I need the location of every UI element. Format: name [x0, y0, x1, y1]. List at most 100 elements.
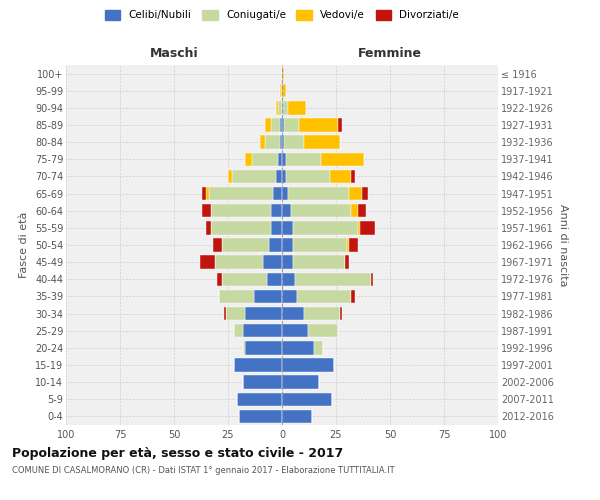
Bar: [293, 221, 358, 234]
Bar: [282, 204, 290, 218]
Bar: [206, 187, 209, 200]
Bar: [314, 341, 323, 354]
Bar: [284, 136, 304, 149]
Bar: [278, 101, 282, 114]
Bar: [338, 118, 343, 132]
Bar: [245, 341, 282, 354]
Bar: [282, 256, 293, 269]
Bar: [349, 238, 358, 252]
Text: Femmine: Femmine: [358, 47, 422, 60]
Bar: [269, 238, 282, 252]
Bar: [220, 290, 254, 303]
Bar: [252, 152, 278, 166]
Bar: [245, 152, 252, 166]
Bar: [304, 136, 340, 149]
Bar: [260, 136, 265, 149]
Bar: [289, 101, 306, 114]
Bar: [282, 392, 332, 406]
Bar: [282, 324, 308, 338]
Bar: [245, 307, 282, 320]
Bar: [358, 204, 366, 218]
Bar: [271, 118, 280, 132]
Bar: [211, 221, 271, 234]
Bar: [351, 290, 355, 303]
Bar: [215, 256, 263, 269]
Bar: [280, 136, 282, 149]
Bar: [282, 170, 286, 183]
Bar: [286, 152, 321, 166]
Bar: [282, 358, 334, 372]
Bar: [282, 290, 297, 303]
Y-axis label: Anni di nascita: Anni di nascita: [557, 204, 568, 286]
Bar: [265, 118, 271, 132]
Y-axis label: Fasce di età: Fasce di età: [19, 212, 29, 278]
Bar: [349, 187, 362, 200]
Bar: [211, 204, 271, 218]
Bar: [235, 358, 282, 372]
Bar: [221, 272, 267, 286]
Bar: [351, 170, 355, 183]
Bar: [243, 324, 282, 338]
Bar: [340, 307, 343, 320]
Bar: [206, 221, 211, 234]
Bar: [282, 67, 284, 80]
Bar: [274, 187, 282, 200]
Bar: [289, 187, 349, 200]
Bar: [295, 272, 371, 286]
Bar: [282, 118, 284, 132]
Bar: [271, 204, 282, 218]
Bar: [263, 256, 282, 269]
Bar: [284, 118, 299, 132]
Bar: [282, 221, 293, 234]
Legend: Celibi/Nubili, Coniugati/e, Vedovi/e, Divorziati/e: Celibi/Nubili, Coniugati/e, Vedovi/e, Di…: [105, 10, 459, 20]
Bar: [293, 256, 344, 269]
Bar: [243, 376, 282, 389]
Bar: [221, 238, 269, 252]
Bar: [282, 187, 289, 200]
Bar: [282, 341, 314, 354]
Bar: [282, 84, 286, 98]
Bar: [280, 84, 282, 98]
Bar: [299, 118, 338, 132]
Bar: [202, 187, 206, 200]
Bar: [232, 170, 275, 183]
Bar: [228, 170, 232, 183]
Bar: [202, 204, 211, 218]
Bar: [282, 307, 304, 320]
Bar: [286, 170, 329, 183]
Bar: [321, 152, 364, 166]
Bar: [209, 187, 274, 200]
Text: Maschi: Maschi: [149, 47, 199, 60]
Text: Popolazione per età, sesso e stato civile - 2017: Popolazione per età, sesso e stato civil…: [12, 448, 343, 460]
Bar: [278, 152, 282, 166]
Bar: [282, 272, 295, 286]
Bar: [265, 136, 280, 149]
Bar: [293, 238, 347, 252]
Bar: [290, 204, 351, 218]
Bar: [351, 204, 358, 218]
Bar: [226, 307, 245, 320]
Bar: [235, 324, 243, 338]
Bar: [297, 290, 351, 303]
Bar: [282, 376, 319, 389]
Bar: [344, 256, 349, 269]
Bar: [347, 238, 349, 252]
Bar: [236, 392, 282, 406]
Bar: [360, 221, 375, 234]
Bar: [282, 136, 284, 149]
Bar: [217, 272, 221, 286]
Bar: [243, 341, 245, 354]
Bar: [275, 170, 282, 183]
Bar: [239, 410, 282, 423]
Bar: [224, 307, 226, 320]
Bar: [275, 101, 278, 114]
Bar: [282, 152, 286, 166]
Bar: [200, 256, 215, 269]
Bar: [282, 238, 293, 252]
Bar: [371, 272, 373, 286]
Bar: [358, 221, 360, 234]
Text: COMUNE DI CASALMORANO (CR) - Dati ISTAT 1° gennaio 2017 - Elaborazione TUTTITALI: COMUNE DI CASALMORANO (CR) - Dati ISTAT …: [12, 466, 395, 475]
Bar: [271, 221, 282, 234]
Bar: [362, 187, 368, 200]
Bar: [308, 324, 338, 338]
